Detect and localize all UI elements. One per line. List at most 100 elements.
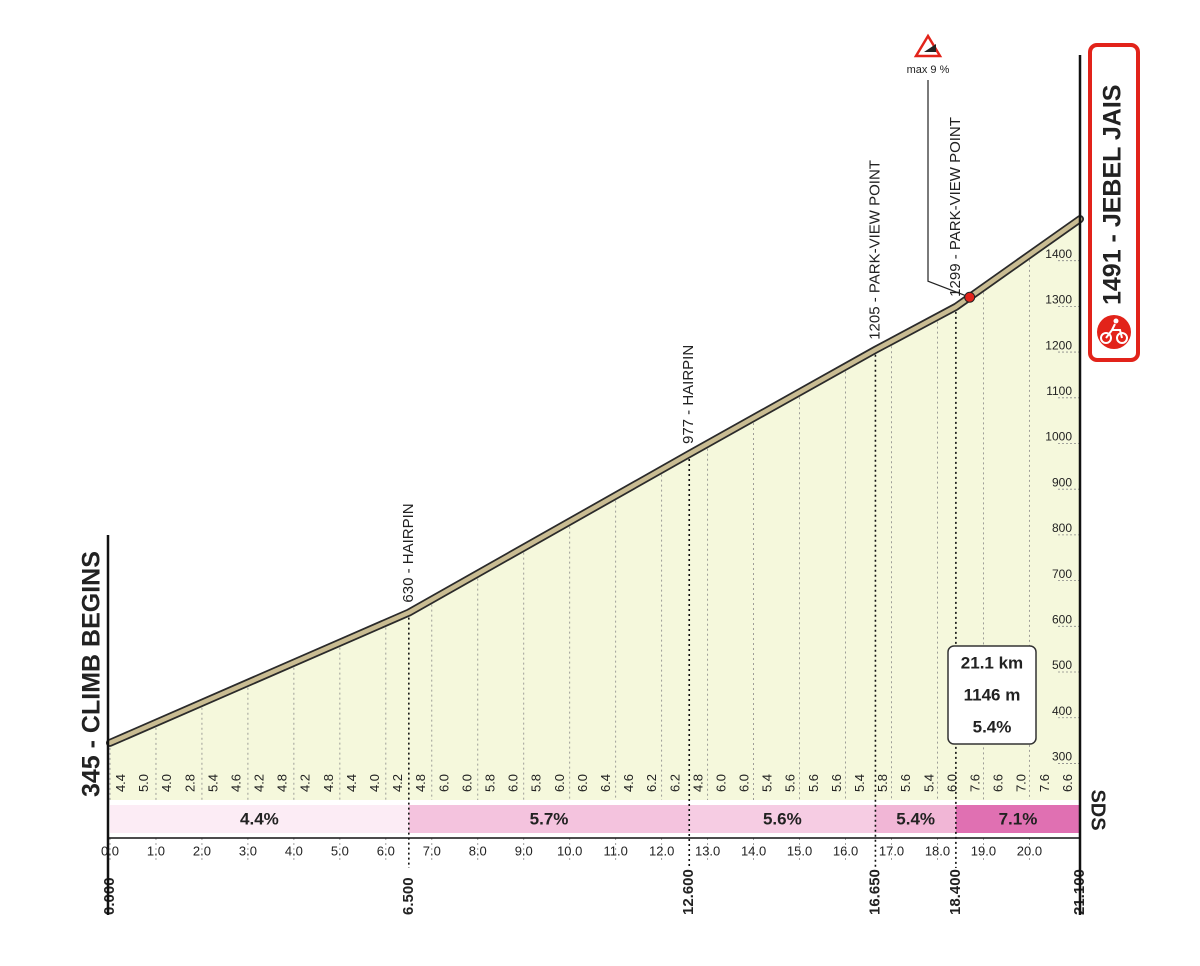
distance-label: 16.650 [866, 869, 883, 915]
section-label: 7.1% [999, 809, 1038, 828]
x-tick-label: 4.0 [285, 843, 303, 858]
y-tick-label: 1000 [1045, 430, 1072, 444]
max-gradient-leader [927, 80, 970, 298]
gradient-label: 6.0 [552, 774, 567, 792]
gradient-label: 4.0 [159, 774, 174, 792]
x-tick-label: 8.0 [469, 843, 487, 858]
gradient-label: 4.4 [344, 774, 359, 792]
gradient-label: 4.2 [298, 774, 313, 792]
y-tick-label: 300 [1052, 750, 1072, 764]
gradient-label: 6.0 [737, 774, 752, 792]
x-tick-label: 18.0 [925, 843, 950, 858]
profile-line [107, 216, 1083, 746]
gradient-label: 4.4 [113, 774, 128, 792]
x-tick-label: 3.0 [239, 843, 257, 858]
y-tick-label: 900 [1052, 475, 1072, 489]
finish-label: 1491 - JEBEL JAIS [1099, 85, 1127, 305]
y-tick-label: 700 [1052, 567, 1072, 581]
x-tick-label: 10.0 [557, 843, 582, 858]
gradient-label: 6.0 [459, 774, 474, 792]
x-tick-label: 16.0 [833, 843, 858, 858]
x-tick-label: 14.0 [741, 843, 766, 858]
x-tick-label: 20.0 [1017, 843, 1042, 858]
gradient-label: 7.6 [968, 774, 983, 792]
gradient-label: 5.8 [529, 774, 544, 792]
summary-box [947, 645, 1037, 745]
bike-icon [1097, 315, 1131, 349]
gradient-label: 6.6 [991, 774, 1006, 792]
summary-value: 5.4% [973, 717, 1012, 736]
finish-box [1088, 43, 1140, 362]
max-gradient-icon [913, 33, 943, 58]
start-label: 345 - CLIMB BEGINS [78, 551, 106, 797]
y-tick-label: 1300 [1045, 293, 1072, 307]
gradient-label: 4.6 [228, 774, 243, 792]
section-band [955, 805, 1080, 833]
gradient-label: 5.8 [875, 774, 890, 792]
y-tick-label: 800 [1052, 521, 1072, 535]
x-tick-label: 13.0 [695, 843, 720, 858]
y-tick-label: 1200 [1045, 338, 1072, 352]
distance-label: 12.600 [680, 869, 697, 915]
logo: SDS [1087, 789, 1109, 830]
x-tick-label: 12.0 [649, 843, 674, 858]
gradient-label: 5.4 [921, 774, 936, 792]
gradient-label: 6.6 [1060, 774, 1075, 792]
x-tick-label: 7.0 [423, 843, 441, 858]
x-tick-label: 0.0 [101, 843, 119, 858]
gradient-label: 6.0 [575, 774, 590, 792]
y-tick-label: 1400 [1045, 247, 1072, 261]
section-band [110, 805, 409, 833]
gradient-label: 4.8 [321, 774, 336, 792]
y-tick-label: 400 [1052, 704, 1072, 718]
gradient-label: 5.6 [829, 774, 844, 792]
x-tick-label: 17.0 [879, 843, 904, 858]
gradient-label: 5.4 [760, 774, 775, 792]
gradient-label: 5.4 [852, 774, 867, 792]
y-tick-label: 500 [1052, 658, 1072, 672]
gradient-label: 5.0 [136, 774, 151, 792]
y-tick-label: 1100 [1046, 384, 1072, 398]
summary-value: 1146 m [964, 685, 1021, 704]
gradient-label: 4.2 [390, 774, 405, 792]
x-tick-label: 2.0 [193, 843, 211, 858]
gradient-label: 5.4 [205, 774, 220, 792]
section-label: 5.6% [763, 809, 802, 828]
gradient-label: 6.4 [598, 774, 613, 792]
section-label: 5.4% [896, 809, 935, 828]
gradient-label: 4.8 [413, 774, 428, 792]
x-tick-label: 1.0 [147, 843, 165, 858]
distance-label: 18.400 [947, 869, 964, 915]
summary: 21.1 km 1146 m 5.4% [961, 653, 1023, 736]
x-tick-label: 9.0 [515, 843, 533, 858]
gradient-label: 6.0 [944, 774, 959, 792]
distance-label: 0.000 [101, 877, 118, 915]
gradient-label: 4.6 [621, 774, 636, 792]
max-gradient-dot [964, 291, 976, 303]
x-tick-label: 5.0 [331, 843, 349, 858]
gradient-label: 6.2 [644, 774, 659, 792]
annotation-label: 1205 - PARK-VIEW POINT [866, 160, 883, 340]
max-gradient-label: max 9 % [907, 64, 950, 76]
gradient-label: 5.6 [783, 774, 798, 792]
annotation-label: 1299 - PARK-VIEW POINT [947, 117, 964, 297]
section-label: 5.7% [530, 809, 569, 828]
gradient-label: 4.8 [690, 774, 705, 792]
gradient-label: 7.0 [1014, 774, 1029, 792]
x-tick-label: 15.0 [787, 843, 812, 858]
section-band [875, 805, 956, 833]
annotation-label: 630 - HAIRPIN [400, 503, 417, 602]
gradient-label: 4.2 [252, 774, 267, 792]
gradient-label: 4.8 [275, 774, 290, 792]
gradient-label: 5.6 [898, 774, 913, 792]
distance-label: 6.500 [400, 877, 417, 915]
gradient-label: 5.8 [483, 774, 498, 792]
section-band [689, 805, 876, 833]
gradient-label: 6.0 [506, 774, 521, 792]
x-tick-label: 11.0 [604, 843, 628, 858]
annotation-label: 977 - HAIRPIN [680, 345, 697, 444]
gradient-label: 5.6 [806, 774, 821, 792]
gradient-label: 2.8 [182, 774, 197, 792]
summary-value: 21.1 km [961, 653, 1023, 672]
